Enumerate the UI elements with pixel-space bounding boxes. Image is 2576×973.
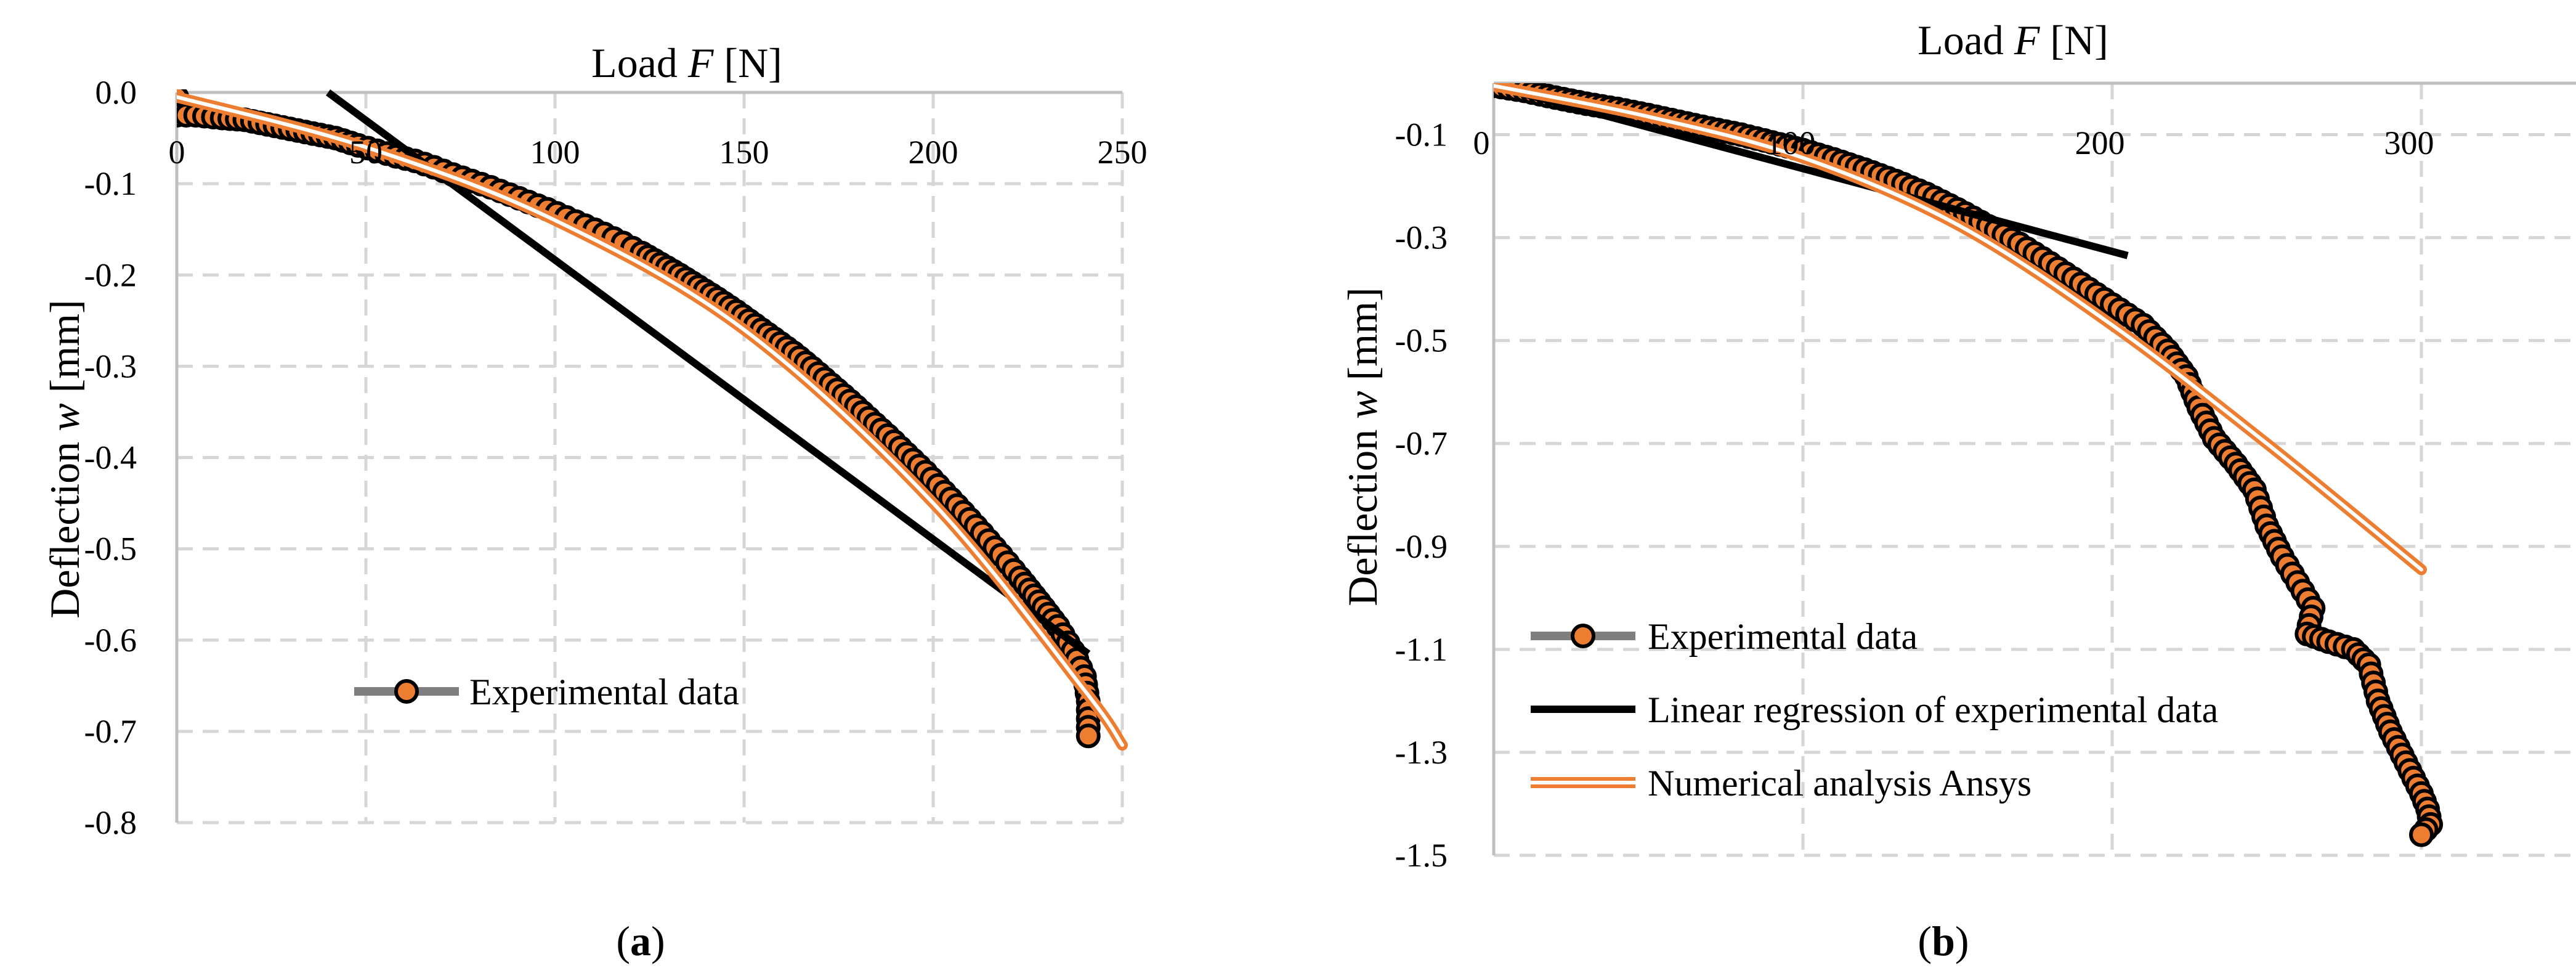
y-tick-label-a-6: -0.6	[84, 622, 137, 659]
legend-b: Experimental data Linear regression of e…	[1531, 616, 2218, 804]
y-tick-labels-b: -0.1 -0.3 -0.5 -0.7 -0.9 -1.1 -1.3 -1.5	[1395, 116, 1448, 874]
y-tick-label-a-2: -0.2	[84, 256, 137, 293]
regression-line-b	[1494, 83, 2129, 259]
x-tick-labels-a: 0 50 100 150 200 250	[169, 134, 1148, 171]
ansys-line-inner-a	[177, 95, 1124, 747]
data-point-a-136	[1075, 723, 1101, 749]
legend-label-experimental-a: Experimental data	[469, 672, 739, 712]
chart-panel-b: 0 100 200 300 -0.1-0.3-0.5-0.7-0.9-1.1-1.3-…	[1339, 17, 2576, 964]
y-tick-label-b-0: -0.1	[1395, 116, 1448, 153]
y-tick-label-b-7: -1.5	[1395, 837, 1448, 874]
legend-b-ansys: Numerical analysis Ansys	[1531, 763, 2031, 804]
gridlines-a	[177, 91, 1124, 824]
panel-label-a: (a)	[616, 918, 665, 964]
y-tick-label-a-3: -0.3	[84, 348, 137, 385]
legend-label-ansys-b: Numerical analysis Ansys	[1648, 763, 2031, 804]
x-tick-label-b-0: 0	[1473, 124, 1490, 161]
x-tick-label-b-2: 200	[2075, 124, 2125, 161]
legend-b-experimental: Experimental data	[1531, 616, 1918, 657]
y-tick-label-a-7: -0.7	[84, 713, 137, 750]
gridlines-b	[1494, 83, 2576, 857]
x-tick-label-b-3: 300	[2384, 124, 2434, 161]
y-tick-label-b-4: -0.9	[1395, 528, 1448, 565]
legend-a-experimental: Experimental data	[354, 672, 739, 712]
y-tick-label-a-5: -0.5	[84, 531, 137, 568]
y-tick-labels-a: 0.0 -0.1 -0.2 -0.3 -0.4 -0.5 -0.6 -0.7 -0.8	[84, 74, 137, 841]
legend-marker-experimental-a	[394, 679, 419, 704]
x-tick-label-a-1: 50	[349, 134, 383, 171]
ansys-line-outer-a	[177, 91, 1128, 751]
x-tick-label-a-5: 250	[1098, 134, 1148, 171]
x-axis-title-b: Load F [N]	[1918, 17, 2108, 63]
x-tick-labels-b: 0 100 200 300	[1473, 124, 2434, 161]
legend-label-experimental-b: Experimental data	[1648, 616, 1918, 657]
y-axis-title-a: Deflection w [mm]	[41, 299, 88, 618]
x-tick-label-b-1: 100	[1766, 124, 1816, 161]
legend-marker-experimental-b	[1571, 624, 1595, 648]
x-tick-label-a-4: 200	[909, 134, 958, 171]
y-tick-label-a-0: 0.0	[95, 74, 137, 111]
series-layer-b	[1494, 83, 2444, 847]
axes-b	[1492, 81, 2576, 855]
y-tick-label-b-2: -0.5	[1395, 322, 1448, 359]
regression-line-a	[326, 89, 1091, 657]
experimental-markers-a	[177, 89, 1101, 749]
y-tick-label-a-8: -0.8	[84, 804, 137, 841]
y-tick-label-b-3: -0.7	[1395, 425, 1448, 462]
x-tick-label-a-2: 100	[530, 134, 580, 171]
x-axis-title-a: Load F [N]	[591, 39, 782, 86]
axes-a	[175, 91, 1122, 823]
chart-panel-a: 0 50 100 150 200 250 0.0 -0.1 -0.2 -0.3 -0.4 -0.5 -…	[41, 39, 1148, 964]
y-tick-label-b-1: -0.3	[1395, 219, 1448, 256]
y-axis-title-b: Deflection w [mm]	[1339, 287, 1386, 606]
panel-label-b: (b)	[1918, 918, 1969, 964]
ansys-line-inner-b	[1494, 84, 2423, 572]
y-tick-label-b-6: -1.3	[1395, 734, 1448, 771]
legend-b-regression: Linear regression of experimental data	[1531, 690, 2218, 730]
y-tick-label-a-4: -0.4	[84, 439, 137, 476]
legend-a: Experimental data	[354, 672, 739, 712]
x-tick-label-a-3: 150	[719, 134, 769, 171]
y-tick-label-a-1: -0.1	[84, 165, 137, 202]
legend-label-regression-b: Linear regression of experimental data	[1648, 690, 2218, 730]
ansys-line-outer-b	[1494, 83, 2427, 576]
y-tick-label-b-5: -1.1	[1395, 631, 1448, 668]
series-layer-a	[177, 89, 1128, 751]
data-point-b-156	[2409, 822, 2434, 847]
x-tick-label-a-0: 0	[169, 134, 185, 171]
